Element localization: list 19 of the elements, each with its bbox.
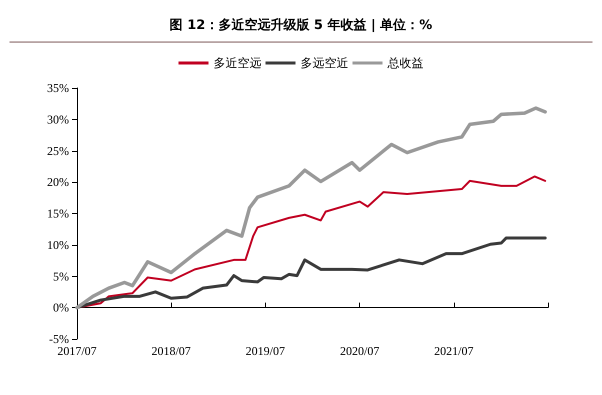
x-tick-label: 2019/07 <box>246 344 285 358</box>
y-tick-label: 5% <box>53 269 69 284</box>
x-tick-label: 2018/07 <box>151 344 191 358</box>
legend-label: 多近空远 <box>214 56 262 70</box>
y-tick-label: 25% <box>47 144 69 158</box>
legend-label: 总收益 <box>386 56 424 70</box>
y-tick-label: 20% <box>47 175 69 190</box>
y-tick-label: 35% <box>47 81 69 95</box>
y-tick-label: 30% <box>47 112 69 126</box>
y-tick-label: 10% <box>47 238 69 252</box>
legend-label: 多远空近 <box>300 56 348 70</box>
y-tick-label: 0% <box>53 300 69 315</box>
y-tick-label: -5% <box>49 332 69 346</box>
line-series <box>75 106 547 310</box>
x-tick-label: 2017/07 <box>57 344 97 358</box>
y-tick-label: 15% <box>47 206 69 220</box>
chart-title: 图 12：多近空远升级版 5 年收益 | 单位：% <box>170 17 432 33</box>
x-tick-label: 2021/07 <box>434 344 474 358</box>
x-tick-label: 2020/07 <box>340 344 380 358</box>
